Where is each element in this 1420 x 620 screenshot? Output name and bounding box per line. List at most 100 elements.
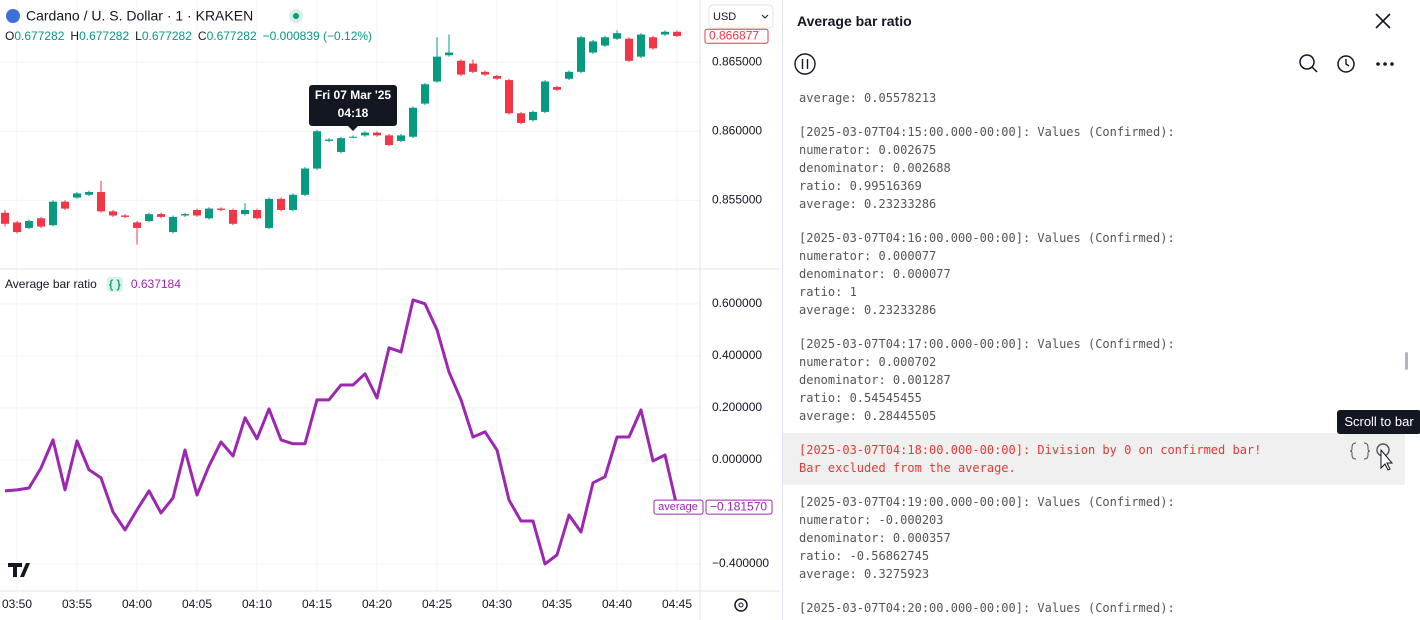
log-line: numerator: 0.000077 bbox=[799, 249, 937, 263]
y-tick-label: 0.600000 bbox=[712, 296, 762, 310]
log-line: Bar excluded from the average. bbox=[799, 461, 1016, 475]
log-line: ratio: 1 bbox=[799, 285, 857, 299]
ohlc-value: 0.677282 bbox=[14, 29, 64, 43]
candle-body bbox=[361, 132, 369, 136]
scrollbar-thumb[interactable] bbox=[1405, 352, 1408, 370]
symbol-legend: Cardano / U. S. Dollar · 1 · KRAKEN bbox=[6, 8, 303, 24]
candle-body bbox=[205, 208, 213, 219]
ohlc-value: 0.677282 bbox=[142, 29, 192, 43]
ohlc-change: −0.000839 (−0.12%) bbox=[263, 29, 372, 43]
currency[interactable]: USD bbox=[713, 11, 736, 23]
candle-body bbox=[145, 214, 153, 222]
pane-value: 0.637184 bbox=[131, 277, 181, 291]
status-dot bbox=[293, 13, 299, 19]
currency-button[interactable] bbox=[708, 4, 774, 29]
x-tick-label: 03:50 bbox=[2, 597, 32, 611]
candle-body bbox=[433, 56, 441, 82]
log-entry: [2025-03-07T04:16:00.000-00:00]: Values … bbox=[783, 221, 1405, 327]
y-tick-label: −0.400000 bbox=[712, 556, 769, 570]
cursor bbox=[1380, 448, 1394, 471]
log-line: average: 0.3275923 bbox=[799, 567, 930, 581]
dropdown-arrow bbox=[761, 14, 769, 19]
candle-body bbox=[169, 216, 177, 233]
log-line: [2025-03-07T04:20:00.000-00:00]: Values … bbox=[799, 601, 1175, 615]
y-tick-label: 0.200000 bbox=[712, 400, 762, 414]
candle-body bbox=[49, 201, 57, 226]
log-line: denominator: 0.001287 bbox=[799, 373, 951, 387]
candle-body bbox=[13, 222, 21, 233]
log-line: denominator: 0.002688 bbox=[799, 161, 951, 175]
log-line: average: 0.05578213 bbox=[799, 91, 937, 105]
log-line: denominator: 0.000357 bbox=[799, 531, 951, 545]
candle-body bbox=[301, 168, 309, 195]
x-tick-label: 04:35 bbox=[542, 597, 572, 611]
x-tick-label: 04:10 bbox=[242, 597, 272, 611]
log-entry: [2025-03-07T04:17:00.000-00:00]: Values … bbox=[783, 327, 1405, 433]
candle-body bbox=[661, 31, 669, 35]
more-button[interactable] bbox=[1376, 62, 1394, 66]
close-button[interactable] bbox=[1375, 13, 1391, 29]
candle-body bbox=[109, 211, 117, 216]
log-line: [2025-03-07T04:17:00.000-00:00]: Values … bbox=[799, 337, 1175, 351]
ohlc-value: 0.677282 bbox=[207, 29, 257, 43]
candle-body bbox=[553, 87, 561, 90]
y-tick-label: 0.400000 bbox=[712, 348, 762, 362]
candle-body bbox=[253, 209, 261, 219]
candle-body bbox=[133, 222, 141, 228]
candle-body bbox=[445, 52, 453, 56]
candle-body bbox=[409, 107, 417, 137]
log-line: [2025-03-07T04:15:00.000-00:00]: Values … bbox=[799, 125, 1175, 139]
settings-icon[interactable] bbox=[734, 598, 748, 612]
log-line: ratio: 0.54545455 bbox=[799, 391, 922, 405]
line-series bbox=[4, 298, 679, 566]
candle-body bbox=[577, 37, 585, 72]
ohlc-key: L bbox=[135, 29, 142, 43]
candle-body bbox=[229, 209, 237, 224]
log-line: numerator: -0.000203 bbox=[799, 513, 944, 527]
candle-body bbox=[325, 139, 333, 141]
ohlc-key: C bbox=[198, 29, 207, 43]
candle-body bbox=[37, 218, 45, 227]
candle-body bbox=[397, 135, 405, 141]
search-button[interactable] bbox=[1299, 54, 1318, 73]
x-tick-label: 04:25 bbox=[422, 597, 452, 611]
candle-body bbox=[493, 75, 501, 79]
tooltip-pointer bbox=[348, 126, 358, 131]
candle-body bbox=[349, 136, 357, 138]
candle-body bbox=[613, 33, 621, 39]
log-line: numerator: 0.002675 bbox=[799, 143, 937, 157]
candle-body bbox=[97, 192, 105, 212]
x-tick-label: 04:05 bbox=[182, 597, 212, 611]
series-tag-box bbox=[653, 499, 704, 515]
tooltip-time: 04:18 bbox=[338, 106, 369, 120]
log-line: average: 0.23233286 bbox=[799, 197, 937, 211]
x-tick-label: 04:20 bbox=[362, 597, 392, 611]
log-line: ratio: 0.99516369 bbox=[799, 179, 922, 193]
log-line: [2025-03-07T04:18:00.000-00:00]: Divisio… bbox=[799, 443, 1262, 457]
candle-body bbox=[421, 84, 429, 104]
history-button[interactable] bbox=[1337, 55, 1355, 73]
candle-body bbox=[481, 71, 489, 75]
candle-body bbox=[565, 71, 573, 79]
last-value-box bbox=[705, 499, 773, 515]
source-button[interactable] bbox=[1349, 442, 1371, 460]
log-line: [2025-03-07T04:19:00.000-00:00]: Values … bbox=[799, 495, 1175, 509]
last-price: 0.866877 bbox=[709, 28, 759, 42]
panel-title: Average bar ratio bbox=[797, 13, 912, 29]
log-error: [2025-03-07T04:18:00.000-00:00]: Divisio… bbox=[783, 433, 1405, 485]
candle-body bbox=[73, 193, 81, 198]
y-tick-label: 0.865000 bbox=[712, 54, 762, 68]
candle-body bbox=[541, 81, 549, 112]
pause-button[interactable] bbox=[794, 53, 816, 75]
candle-body bbox=[601, 37, 609, 46]
candle-body bbox=[85, 192, 93, 195]
symbol-name: Cardano / U. S. Dollar · 1 · KRAKEN bbox=[26, 8, 253, 24]
log-line: [2025-03-07T04:16:00.000-00:00]: Values … bbox=[799, 231, 1175, 245]
last-value: −0.181570 bbox=[710, 499, 767, 513]
x-tick-label: 04:15 bbox=[302, 597, 332, 611]
last-price-box bbox=[704, 28, 769, 44]
log-list: average: 0.05578213 [2025-03-07T04:15:00.… bbox=[783, 86, 1405, 620]
candle-body bbox=[649, 37, 657, 49]
tv-logo: PRO bbox=[8, 563, 68, 577]
log-entry: [2025-03-07T04:19:00.000-00:00]: Values … bbox=[783, 485, 1405, 591]
